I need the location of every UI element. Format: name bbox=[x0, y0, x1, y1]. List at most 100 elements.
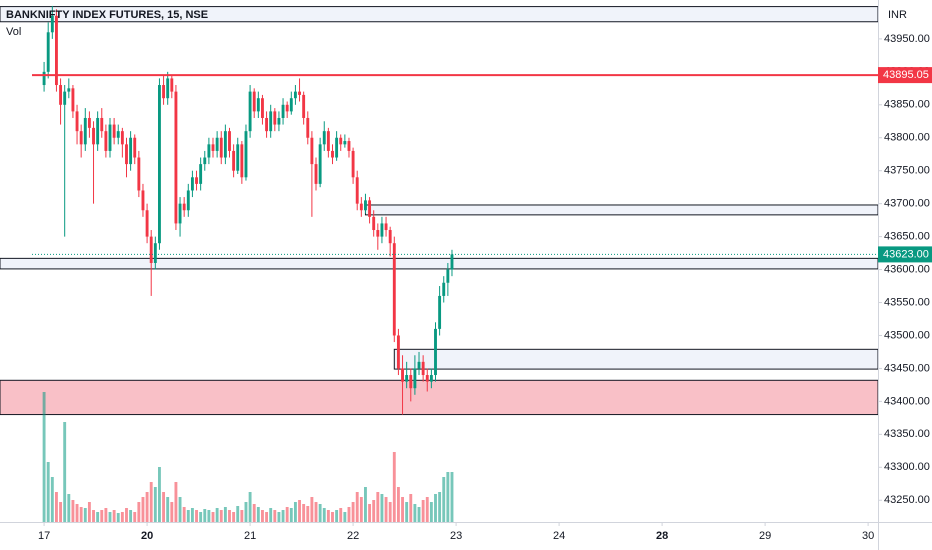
volume-bar bbox=[322, 508, 326, 522]
candle-body bbox=[425, 375, 429, 382]
volume-label: Vol bbox=[6, 26, 21, 38]
candle-body bbox=[141, 190, 145, 211]
candle-body bbox=[199, 164, 203, 184]
volume-bar bbox=[372, 500, 376, 522]
candle-body bbox=[145, 210, 149, 237]
x-tick-label: 30 bbox=[862, 530, 874, 542]
volume-bar bbox=[446, 472, 450, 522]
y-tick-label: 43850.00 bbox=[884, 99, 930, 111]
candle-body bbox=[83, 117, 87, 145]
volume-bar bbox=[104, 508, 108, 522]
candle-body bbox=[248, 91, 252, 132]
volume-bar bbox=[302, 504, 306, 522]
candle-body bbox=[434, 328, 437, 376]
volume-bar bbox=[298, 500, 301, 522]
x-tick-label: 23 bbox=[450, 530, 462, 542]
price-label-box bbox=[878, 246, 932, 263]
volume-bar bbox=[269, 508, 273, 522]
candle-body bbox=[67, 88, 71, 92]
candle-body bbox=[331, 150, 334, 158]
y-tick-label: 43800.00 bbox=[884, 132, 930, 144]
volume-bar bbox=[149, 482, 153, 522]
volume-bar bbox=[162, 492, 166, 522]
candle-body bbox=[413, 368, 417, 389]
volume-bar bbox=[228, 510, 231, 522]
candle-body bbox=[269, 111, 273, 132]
volume-bar bbox=[211, 512, 215, 522]
candle-body bbox=[149, 236, 153, 263]
candle-body bbox=[384, 223, 388, 231]
volume-bar bbox=[166, 497, 170, 522]
y-tick-label: 43950.00 bbox=[884, 33, 930, 45]
volume-bar bbox=[141, 497, 145, 522]
volume-bar bbox=[256, 507, 260, 522]
volume-bar bbox=[92, 510, 95, 522]
candle-body bbox=[219, 137, 223, 158]
candle-body bbox=[256, 98, 260, 112]
volume-bar bbox=[409, 494, 413, 522]
volume-bar bbox=[215, 508, 219, 522]
y-tick-label: 43600.00 bbox=[884, 263, 930, 275]
volume-bar bbox=[429, 502, 433, 522]
candle-body bbox=[322, 131, 326, 145]
candle-body bbox=[273, 111, 277, 125]
volume-bar bbox=[425, 497, 429, 522]
candle-body bbox=[92, 127, 95, 145]
x-tick-label: 20 bbox=[141, 530, 153, 542]
candle-body bbox=[380, 223, 384, 237]
candle-body bbox=[261, 98, 264, 118]
candle-body bbox=[166, 78, 170, 99]
volume-bar bbox=[273, 510, 277, 522]
volume-bar bbox=[71, 500, 75, 522]
volume-bar bbox=[261, 510, 264, 522]
y-tick-label: 43650.00 bbox=[884, 231, 930, 243]
candle-body bbox=[277, 117, 281, 125]
volume-bar bbox=[252, 504, 256, 522]
volume-bar bbox=[100, 510, 104, 522]
volume-bar bbox=[199, 512, 203, 522]
volume-bar bbox=[293, 502, 297, 522]
volume-bar bbox=[289, 508, 293, 522]
y-tick-label: 43750.00 bbox=[884, 165, 930, 177]
volume-bar bbox=[87, 502, 91, 522]
volume-bar bbox=[438, 492, 442, 522]
candle-body bbox=[240, 144, 244, 178]
volume-bar bbox=[396, 487, 400, 522]
volume-bar bbox=[153, 487, 157, 522]
candle-body bbox=[158, 85, 161, 244]
price-label-box bbox=[878, 67, 932, 84]
candle-body bbox=[359, 203, 363, 211]
candle-body bbox=[129, 137, 133, 165]
currency: INR bbox=[888, 9, 907, 21]
candle-body bbox=[232, 150, 236, 171]
volume-bar bbox=[355, 492, 359, 522]
candle-body bbox=[339, 137, 343, 145]
volume-bar bbox=[335, 510, 339, 522]
volume-bar bbox=[170, 502, 174, 522]
volume-bar bbox=[384, 497, 388, 522]
volume-bar bbox=[248, 492, 252, 522]
candle-body bbox=[364, 200, 367, 211]
y-tick-label: 43700.00 bbox=[884, 198, 930, 210]
candle-body bbox=[96, 117, 100, 145]
volume-bar bbox=[310, 497, 314, 522]
volume-bar bbox=[207, 510, 211, 522]
volume-bar bbox=[232, 512, 236, 522]
candle-body bbox=[401, 368, 404, 382]
candle-body bbox=[409, 375, 413, 389]
volume-bar bbox=[413, 504, 417, 522]
candle-body bbox=[87, 117, 91, 128]
plot bbox=[0, 5, 879, 522]
volume-bar bbox=[120, 512, 124, 522]
candle-body bbox=[244, 131, 248, 178]
x-tick-label: 29 bbox=[759, 530, 771, 542]
volume-bar bbox=[108, 512, 112, 522]
volume-bar bbox=[318, 504, 322, 522]
candle-body bbox=[116, 131, 120, 138]
y-tick-label: 43500.00 bbox=[884, 329, 930, 341]
volume-bar bbox=[244, 502, 248, 522]
volume-bar bbox=[203, 509, 207, 522]
